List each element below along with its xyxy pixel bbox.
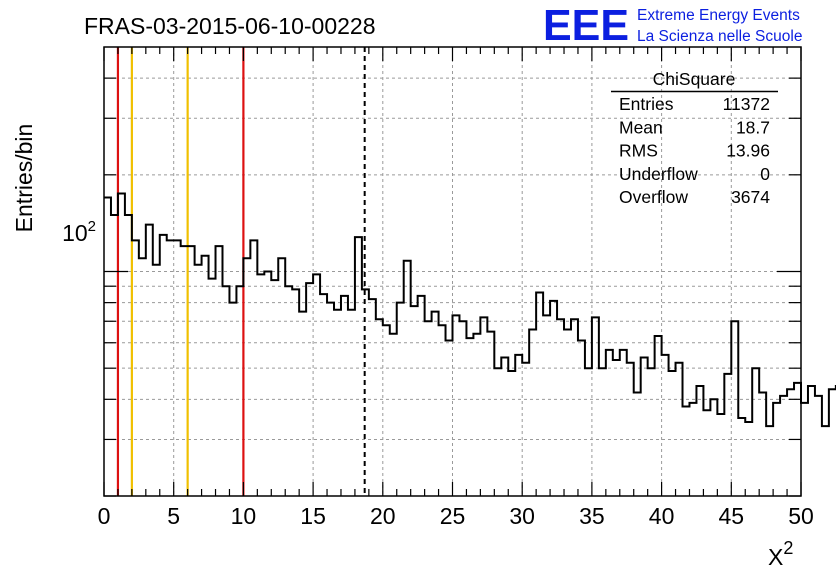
x-axis-label-main: X [768,544,783,570]
eee-logo: EEE Extreme Energy Events La Scienza nel… [543,1,802,50]
x-tick-label: 50 [788,503,814,529]
stats-box-title: ChiSquare [653,69,736,89]
x-tick-label: 40 [649,503,675,529]
y-axis-label: Entries/bin [11,124,37,233]
stats-row-value: 18.7 [736,117,770,137]
y-axis-ticks [104,77,801,497]
stats-row-value: 3674 [731,187,770,207]
x-tick-label: 35 [579,503,605,529]
histogram-step-line [104,192,836,428]
logo-line-2: La Scienza nelle Scuole [637,28,802,45]
logo-eee-text: EEE [543,1,629,50]
stats-rows: Entries 11372 Mean 18.7 RMS 13.96 Underflow 0 Ov… [619,94,770,207]
stats-row-value: 11372 [723,94,770,114]
x-axis-label-sup: 2 [783,538,793,558]
x-axis-label: X2 [768,538,793,570]
chart-title: FRAS-03-2015-06-10-00228 [84,13,376,39]
stats-row-value: 13.96 [726,141,770,161]
x-tick-label: 20 [370,503,396,529]
stats-row-label: Underflow [619,164,698,184]
y-tick-label-100: 102 [62,218,96,246]
stats-row-label: Mean [619,117,663,137]
x-tick-label: 5 [167,503,180,529]
x-tick-label: 30 [509,503,535,529]
stats-row-label: Overflow [619,187,688,207]
stats-row-label: Entries [619,94,674,114]
x-tick-label: 15 [300,503,326,529]
y-tick-label-exp: 2 [88,218,96,235]
x-tick-label: 25 [440,503,466,529]
y-tick-label-base: 10 [62,220,88,246]
x-tick-label: 10 [231,503,257,529]
x-axis-ticks: 0 5 10 15 20 25 30 35 40 45 50 [98,47,814,529]
x-tick-label: 45 [719,503,745,529]
histogram-series [104,192,836,428]
stats-row-label: RMS [619,141,658,161]
stats-row-value: 0 [760,164,770,184]
x-tick-label: 0 [98,503,111,529]
stats-box: ChiSquare Entries 11372 Mean 18.7 RMS 13.96 Un… [611,69,778,207]
logo-line-1: Extreme Energy Events [637,7,800,24]
